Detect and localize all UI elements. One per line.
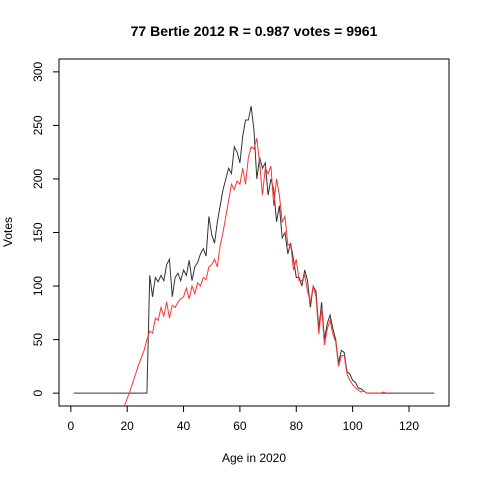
x-tick-label: 60: [233, 419, 247, 433]
x-tick-label: 40: [177, 419, 191, 433]
y-tick-label: 0: [31, 389, 45, 396]
x-tick-label: 80: [290, 419, 304, 433]
chart-title: 77 Bertie 2012 R = 0.987 votes = 9961: [131, 23, 378, 39]
y-tick-label: 200: [31, 169, 45, 189]
y-tick-label: 250: [31, 115, 45, 135]
x-axis: 0 20 40 60 80 100 120: [67, 405, 419, 433]
series-line-predicted: [123, 138, 387, 406]
y-axis-label: Votes: [1, 217, 15, 247]
series-layer: [73, 106, 435, 406]
x-tick-label: 120: [399, 419, 419, 433]
x-axis-label: Age in 2020: [222, 451, 286, 465]
y-tick-label: 100: [31, 276, 45, 296]
y-axis: 0 50 100 150 200 250 300: [31, 62, 60, 396]
plot-frame: [58, 58, 450, 407]
y-tick-label: 50: [31, 333, 45, 347]
x-tick-label: 100: [343, 419, 363, 433]
x-tick-label: 0: [67, 419, 74, 433]
x-tick-label: 20: [121, 419, 135, 433]
y-tick-label: 150: [31, 222, 45, 242]
y-tick-label: 300: [31, 62, 45, 82]
